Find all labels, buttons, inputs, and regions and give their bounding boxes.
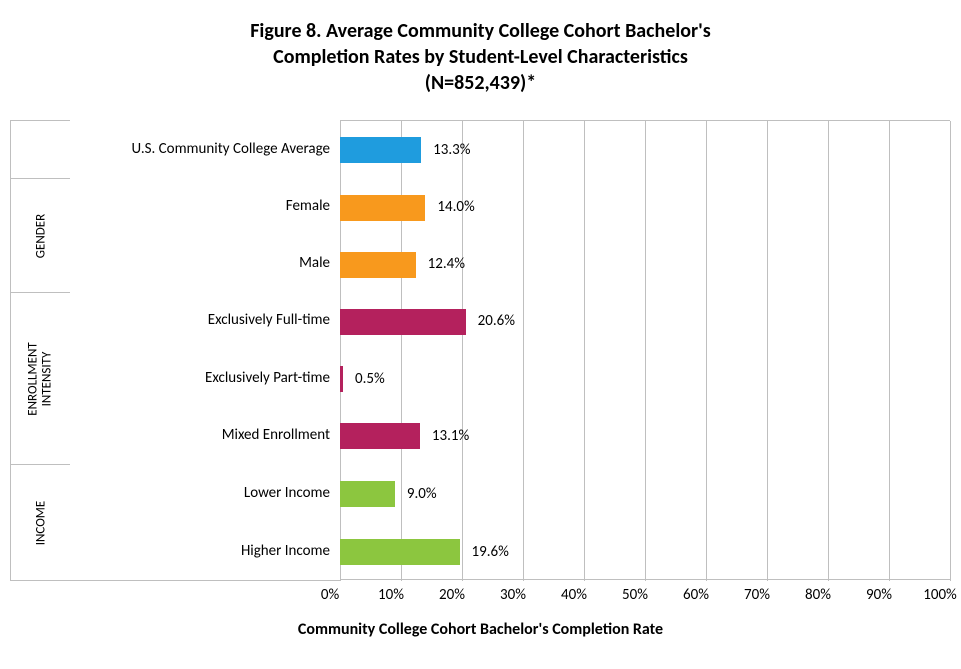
row-label: Lower Income — [70, 484, 330, 502]
row-label: U.S. Community College Average — [70, 140, 330, 158]
group-cell: GENDER — [10, 178, 70, 292]
title-line-1: Figure 8. Average Community College Coho… — [80, 18, 881, 44]
bar — [340, 423, 420, 449]
x-tick-label: 100% — [923, 586, 957, 604]
bar — [340, 481, 395, 507]
x-tick-label: 0% — [321, 586, 339, 604]
group-label: GENDER — [33, 186, 48, 286]
x-axis-title: Community College Cohort Bachelor's Comp… — [0, 620, 961, 639]
gridline — [584, 121, 585, 581]
x-tick-label: 10% — [378, 586, 404, 604]
x-tick-label: 90% — [866, 586, 892, 604]
gridline — [767, 121, 768, 581]
title-line-3: (N=852,439)* — [80, 70, 881, 96]
row-label: Male — [70, 254, 330, 272]
row-label: Mixed Enrollment — [70, 426, 330, 444]
x-tick-label: 80% — [805, 586, 831, 604]
bar — [340, 137, 421, 163]
x-tick-label: 60% — [683, 586, 709, 604]
bar — [340, 252, 416, 278]
row-label: Female — [70, 197, 330, 215]
row-labels-column: U.S. Community College Average Female Male… — [70, 120, 340, 580]
group-labels-column: GENDER ENROLLMENT INTENSITY INCOME — [10, 120, 70, 580]
row-label: Exclusively Part-time — [70, 369, 330, 387]
bar-value-label: 20.6% — [478, 312, 515, 330]
plot-area: 13.3% 14.0% 12.4% 20.6% 0.5% 13.1% 9.0% 19.6% — [340, 120, 950, 580]
gridline — [645, 121, 646, 581]
group-label: ENROLLMENT INTENSITY — [26, 299, 55, 459]
bar-value-label: 0.5% — [355, 370, 385, 388]
gridline — [401, 121, 402, 581]
bar-value-label: 14.0% — [437, 198, 474, 216]
chart-title: Figure 8. Average Community College Coho… — [0, 0, 961, 106]
gridline — [950, 121, 951, 581]
row-label: Exclusively Full-time — [70, 311, 330, 329]
bar-value-label: 19.6% — [472, 543, 509, 561]
group-cell: INCOME — [10, 464, 70, 580]
bar-value-label: 9.0% — [407, 485, 437, 503]
bar — [340, 366, 343, 392]
gridline — [706, 121, 707, 581]
x-tick-label: 40% — [561, 586, 587, 604]
bar — [340, 539, 460, 565]
bar — [340, 195, 425, 221]
x-tick-label: 70% — [744, 586, 770, 604]
x-tick-label: 20% — [439, 586, 465, 604]
x-axis: 0%10%20%30%40%50%60%70%80%90%100% — [330, 584, 950, 614]
gridline — [889, 121, 890, 581]
gridline — [828, 121, 829, 581]
group-cell — [10, 120, 70, 178]
gridline — [523, 121, 524, 581]
x-tick-label: 30% — [500, 586, 526, 604]
bar-value-label: 12.4% — [428, 255, 465, 273]
chart-area: GENDER ENROLLMENT INTENSITY INCOME U.S. Co… — [10, 120, 950, 580]
row-label: Higher Income — [70, 542, 330, 560]
bar-value-label: 13.1% — [432, 427, 469, 445]
groups-bottom-border — [10, 580, 340, 581]
group-label: INCOME — [33, 473, 48, 573]
gridline — [340, 121, 341, 581]
bar — [340, 309, 466, 335]
bar-value-label: 13.3% — [433, 141, 470, 159]
x-tick-label: 50% — [622, 586, 648, 604]
gridline — [462, 121, 463, 581]
title-line-2: Completion Rates by Student-Level Charac… — [80, 44, 881, 70]
group-cell: ENROLLMENT INTENSITY — [10, 292, 70, 464]
